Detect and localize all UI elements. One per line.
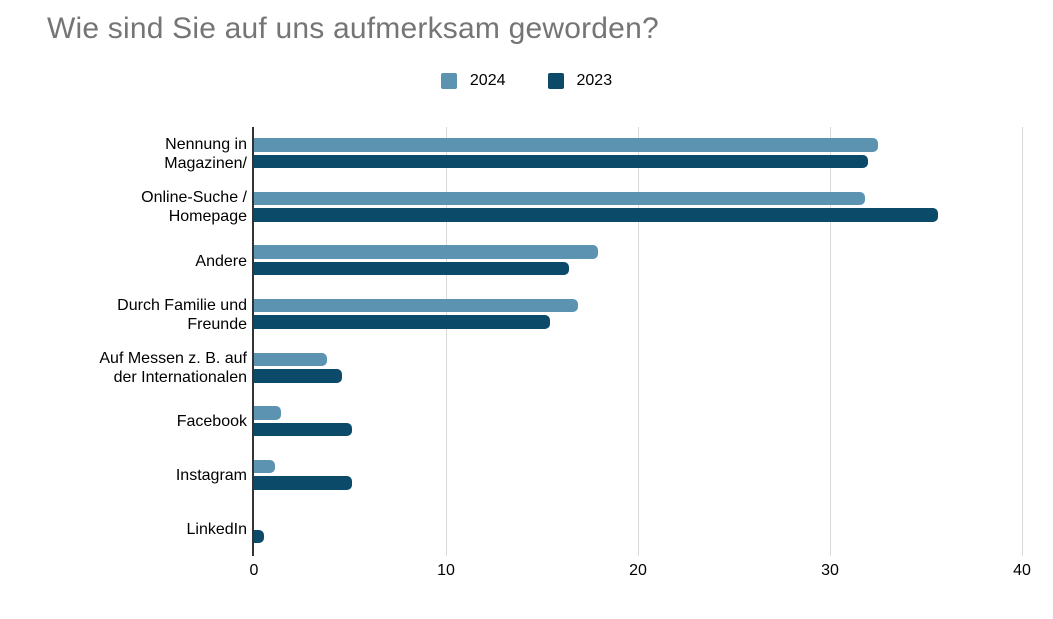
legend-item-2024: 2024 — [440, 72, 506, 90]
category-label-line: Homepage — [168, 208, 247, 226]
gridline-20 — [637, 127, 639, 556]
x-tick-label-30: 30 — [821, 562, 839, 579]
bar-2024 — [254, 459, 276, 474]
legend-swatch-icon — [547, 73, 564, 89]
category-label-line: Magazinen/ — [164, 154, 247, 172]
bar-2023 — [254, 476, 352, 490]
category-label: Facebook — [38, 395, 247, 449]
bar-2024 — [254, 406, 281, 420]
chart-title: Wie sind Sie auf uns aufmerksam geworden… — [47, 12, 659, 45]
bar-2024 — [254, 245, 598, 259]
legend-label: 2023 — [576, 72, 613, 89]
category-label-line: Online-Suche / — [141, 189, 247, 207]
category-label: Online-Suche / Homepage — [38, 181, 247, 235]
x-tick-label-10: 10 — [437, 562, 455, 579]
category-label: LinkedIn — [38, 502, 248, 556]
x-tick-label-40: 40 — [1013, 562, 1031, 579]
bar-2024 — [254, 191, 865, 206]
bar-2023 — [254, 208, 938, 222]
category-label-line: der Internationalen — [113, 369, 247, 387]
x-tick-label-20: 20 — [629, 562, 647, 579]
y-axis-line — [252, 127, 254, 556]
legend: 2024 2023 — [0, 72, 1053, 90]
category-label-line: Nennung in — [165, 135, 247, 153]
category-label-line: Auf Messen z. B. auf — [99, 350, 247, 368]
bar-2023 — [254, 529, 264, 544]
bar-2023 — [254, 369, 343, 383]
legend-item-2023: 2023 — [547, 72, 613, 90]
category-label-line: Andere — [195, 252, 247, 270]
category-label: Nennung in Magazinen/ — [38, 127, 247, 181]
bar-2023 — [254, 154, 869, 168]
legend-label: 2024 — [469, 72, 506, 89]
bar-2024 — [254, 352, 327, 366]
gridline-30 — [829, 127, 831, 556]
category-label-line: Durch Familie und — [117, 296, 247, 314]
x-tick-label-0: 0 — [249, 562, 259, 579]
bar-2024 — [254, 298, 579, 313]
bar-2024 — [254, 138, 878, 152]
category-label: Auf Messen z. B. auf der Internationalen — [38, 342, 247, 396]
gridline-10 — [445, 127, 447, 556]
category-label-line: Instagram — [175, 467, 247, 485]
bar-2023 — [254, 315, 550, 329]
category-label: Durch Familie und Freunde — [38, 288, 247, 342]
category-label-line: Facebook — [176, 413, 247, 431]
bar-2023 — [254, 261, 569, 276]
category-label: Instagram — [38, 449, 247, 503]
category-label-line: LinkedIn — [186, 520, 248, 538]
category-label-line: Freunde — [187, 315, 247, 333]
category-label: Andere — [38, 234, 247, 288]
legend-swatch-icon — [440, 73, 457, 89]
gridline-40 — [1021, 127, 1023, 556]
bar-2023 — [254, 422, 352, 437]
